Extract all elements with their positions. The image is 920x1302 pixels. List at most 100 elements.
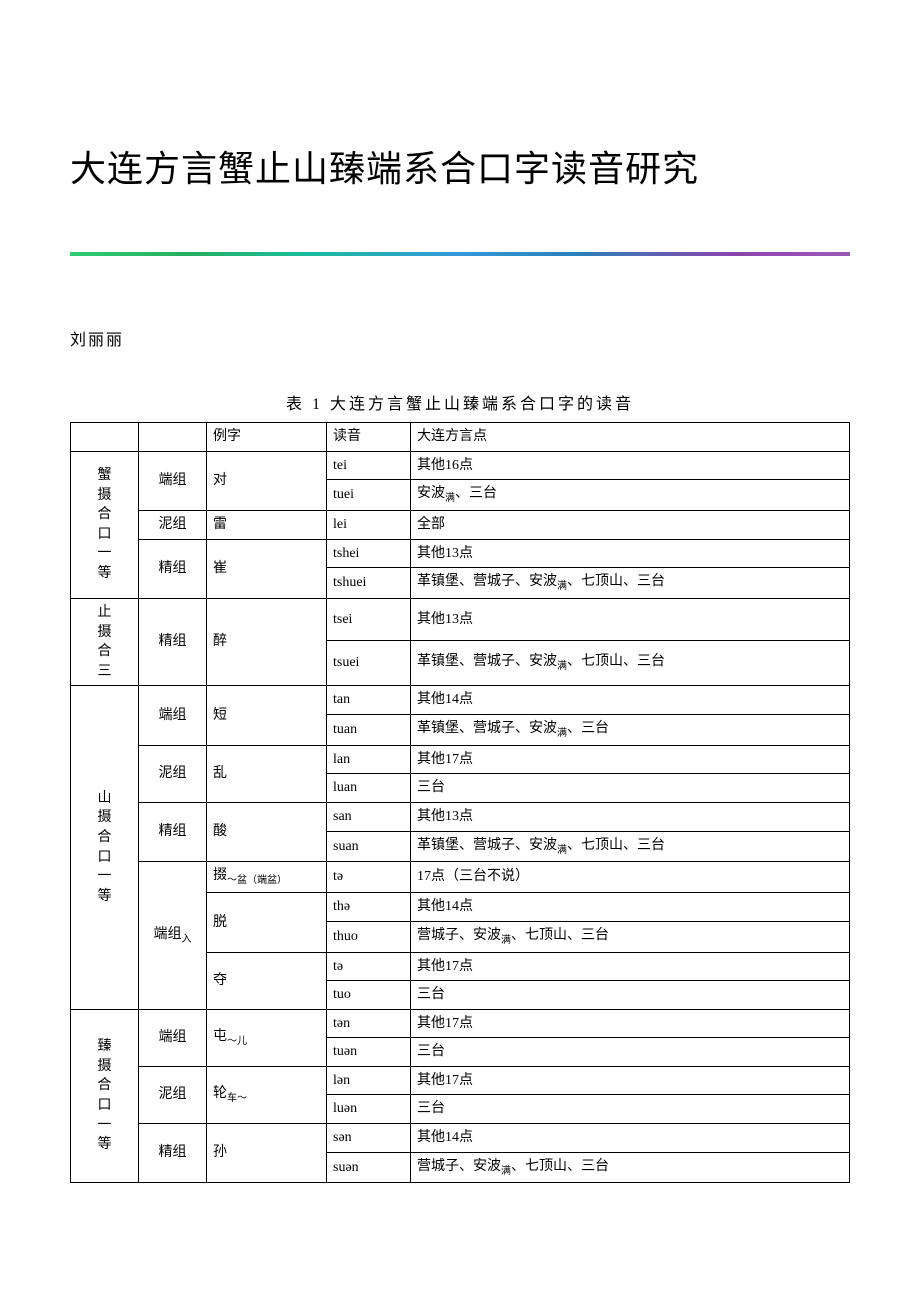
subgroup-cell: 泥组 xyxy=(139,1066,207,1123)
subgroup-cell: 泥组 xyxy=(139,510,207,539)
example-word-cell: 短 xyxy=(207,686,327,745)
group-cell: 山摄合口一等 xyxy=(71,686,139,1009)
document-title: 大连方言蟹止山臻端系合口字读音研究 xyxy=(70,140,850,192)
reading-cell: luən xyxy=(327,1095,411,1124)
dialect-points-cell: 17点（三台不说） xyxy=(411,862,850,893)
dialect-points-cell: 营城子、安波满、七顶山、三台 xyxy=(411,1152,850,1183)
reading-cell: sən xyxy=(327,1124,411,1153)
reading-cell: tshuei xyxy=(327,568,411,599)
example-word-cell: 崔 xyxy=(207,539,327,598)
reading-cell: tuən xyxy=(327,1038,411,1067)
reading-cell: tei xyxy=(327,451,411,480)
example-word-cell: 脱 xyxy=(207,893,327,952)
table-row: 端组入掇～盆（端盆）tə17点（三台不说） xyxy=(71,862,850,893)
subgroup-cell: 精组 xyxy=(139,539,207,598)
table-row: 止摄合三精组醉tsei其他13点 xyxy=(71,598,850,640)
reading-cell: tuei xyxy=(327,480,411,511)
page-container: 大连方言蟹止山臻端系合口字读音研究 刘丽丽 表 1 大连方言蟹止山臻端系合口字的… xyxy=(0,0,920,1243)
example-word-cell: 夺 xyxy=(207,952,327,1009)
reading-cell: luan xyxy=(327,774,411,803)
dialect-points-cell: 其他13点 xyxy=(411,802,850,831)
author-name: 刘丽丽 xyxy=(70,326,850,350)
subgroup-cell: 精组 xyxy=(139,1124,207,1183)
example-word-cell: 醉 xyxy=(207,598,327,685)
reading-cell: lan xyxy=(327,745,411,774)
subgroup-cell: 精组 xyxy=(139,802,207,861)
table-header-row: 例字 读音 大连方言点 xyxy=(71,423,850,452)
dialect-points-cell: 三台 xyxy=(411,981,850,1010)
header-dialect-points: 大连方言点 xyxy=(411,423,850,452)
reading-cell: san xyxy=(327,802,411,831)
reading-cell: tə xyxy=(327,952,411,981)
dialect-points-cell: 三台 xyxy=(411,774,850,803)
reading-cell: tuo xyxy=(327,981,411,1010)
dialect-points-cell: 其他17点 xyxy=(411,1066,850,1095)
example-word-cell: 雷 xyxy=(207,510,327,539)
example-word-cell: 对 xyxy=(207,451,327,510)
example-word-cell: 掇～盆（端盆） xyxy=(207,862,327,893)
reading-cell: tshei xyxy=(327,539,411,568)
example-word-cell: 酸 xyxy=(207,802,327,861)
reading-cell: thuo xyxy=(327,921,411,952)
table-row: 泥组乱lan其他17点 xyxy=(71,745,850,774)
subgroup-cell: 泥组 xyxy=(139,745,207,802)
reading-cell: thə xyxy=(327,893,411,922)
table-row: 山摄合口一等端组短tan其他14点 xyxy=(71,686,850,715)
table-caption: 表 1 大连方言蟹止山臻端系合口字的读音 xyxy=(70,390,850,414)
subgroup-cell: 精组 xyxy=(139,598,207,685)
pronunciation-table: 例字 读音 大连方言点 蟹摄合口一等端组对tei其他16点tuei安波满、三台泥… xyxy=(70,422,850,1183)
group-cell: 蟹摄合口一等 xyxy=(71,451,139,598)
dialect-points-cell: 其他13点 xyxy=(411,539,850,568)
subgroup-cell: 端组 xyxy=(139,451,207,510)
dialect-points-cell: 其他17点 xyxy=(411,1009,850,1038)
dialect-points-cell: 全部 xyxy=(411,510,850,539)
group-cell: 止摄合三 xyxy=(71,598,139,685)
dialect-points-cell: 革镇堡、营城子、安波满、七顶山、三台 xyxy=(411,831,850,862)
reading-cell: tsuei xyxy=(327,641,411,686)
dialect-points-cell: 三台 xyxy=(411,1038,850,1067)
dialect-points-cell: 其他16点 xyxy=(411,451,850,480)
reading-cell: tə xyxy=(327,862,411,893)
table-row: 精组崔tshei其他13点 xyxy=(71,539,850,568)
reading-cell: tsei xyxy=(327,598,411,640)
dialect-points-cell: 其他14点 xyxy=(411,686,850,715)
reading-cell: tan xyxy=(327,686,411,715)
example-word-cell: 轮车～ xyxy=(207,1066,327,1123)
reading-cell: suan xyxy=(327,831,411,862)
table-row: 精组酸san其他13点 xyxy=(71,802,850,831)
group-cell: 臻摄合口一等 xyxy=(71,1009,139,1183)
reading-cell: suən xyxy=(327,1152,411,1183)
separator-bar xyxy=(70,252,850,256)
table-row: 泥组雷lei全部 xyxy=(71,510,850,539)
subgroup-cell: 端组 xyxy=(139,1009,207,1066)
header-example: 例字 xyxy=(207,423,327,452)
reading-cell: lən xyxy=(327,1066,411,1095)
dialect-points-cell: 其他17点 xyxy=(411,952,850,981)
table-row: 臻摄合口一等端组屯～儿tən其他17点 xyxy=(71,1009,850,1038)
dialect-points-cell: 其他14点 xyxy=(411,893,850,922)
reading-cell: tən xyxy=(327,1009,411,1038)
table-row: 蟹摄合口一等端组对tei其他16点 xyxy=(71,451,850,480)
table-body: 蟹摄合口一等端组对tei其他16点tuei安波满、三台泥组雷lei全部精组崔ts… xyxy=(71,451,850,1183)
header-reading: 读音 xyxy=(327,423,411,452)
subgroup-cell: 端组入 xyxy=(139,862,207,1009)
dialect-points-cell: 其他17点 xyxy=(411,745,850,774)
dialect-points-cell: 革镇堡、营城子、安波满、三台 xyxy=(411,714,850,745)
subgroup-cell: 端组 xyxy=(139,686,207,745)
example-word-cell: 屯～儿 xyxy=(207,1009,327,1066)
dialect-points-cell: 革镇堡、营城子、安波满、七顶山、三台 xyxy=(411,641,850,686)
reading-cell: lei xyxy=(327,510,411,539)
dialect-points-cell: 其他13点 xyxy=(411,598,850,640)
reading-cell: tuan xyxy=(327,714,411,745)
example-word-cell: 孙 xyxy=(207,1124,327,1183)
table-row: 泥组轮车～lən其他17点 xyxy=(71,1066,850,1095)
dialect-points-cell: 革镇堡、营城子、安波满、七顶山、三台 xyxy=(411,568,850,599)
dialect-points-cell: 安波满、三台 xyxy=(411,480,850,511)
header-col1 xyxy=(71,423,139,452)
dialect-points-cell: 其他14点 xyxy=(411,1124,850,1153)
header-col2 xyxy=(139,423,207,452)
dialect-points-cell: 营城子、安波满、七顶山、三台 xyxy=(411,921,850,952)
dialect-points-cell: 三台 xyxy=(411,1095,850,1124)
table-row: 精组孙sən其他14点 xyxy=(71,1124,850,1153)
example-word-cell: 乱 xyxy=(207,745,327,802)
